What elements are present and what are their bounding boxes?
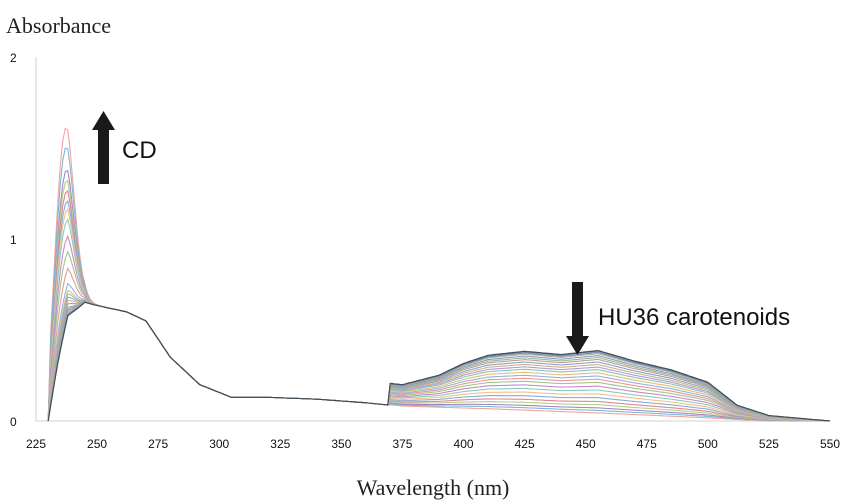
- x-tick-label: 450: [576, 437, 596, 451]
- tick-layer: 225 250 275 300 325 350 375 400 425 450 475 500 525 5…: [10, 51, 840, 451]
- cd-annotation: CD: [92, 111, 157, 184]
- carotenoid-label: HU36 carotenoids: [598, 304, 790, 331]
- y-tick-label: 2: [10, 51, 17, 65]
- spectrum-line: [47, 301, 831, 422]
- x-tick-label: 425: [515, 437, 535, 451]
- carotenoid-arrow-down-icon: [566, 336, 589, 355]
- y-tick-label: 0: [10, 415, 17, 429]
- x-tick-label: 375: [392, 437, 412, 451]
- cd-arrow-shaft: [98, 128, 109, 184]
- cd-label: CD: [122, 137, 157, 164]
- carotenoid-annotation: HU36 carotenoids: [566, 282, 790, 355]
- x-tick-label: 275: [148, 437, 168, 451]
- x-tick-label: 550: [820, 437, 840, 451]
- y-tick-label: 1: [10, 233, 17, 247]
- x-tick-label: 525: [759, 437, 779, 451]
- x-tick-label: 400: [454, 437, 474, 451]
- x-tick-label: 250: [87, 437, 107, 451]
- x-tick-label: 350: [331, 437, 351, 451]
- cd-arrow-up-icon: [92, 111, 115, 130]
- x-tick-label: 300: [209, 437, 229, 451]
- y-axis-title: Absorbance: [6, 13, 111, 38]
- series-layer: [47, 127, 831, 422]
- x-tick-label: 325: [270, 437, 290, 451]
- x-axis-title: Wavelength (nm): [357, 475, 510, 500]
- x-tick-label: 475: [637, 437, 657, 451]
- x-tick-label: 500: [698, 437, 718, 451]
- x-tick-label: 225: [26, 437, 46, 451]
- carotenoid-arrow-shaft: [572, 282, 583, 338]
